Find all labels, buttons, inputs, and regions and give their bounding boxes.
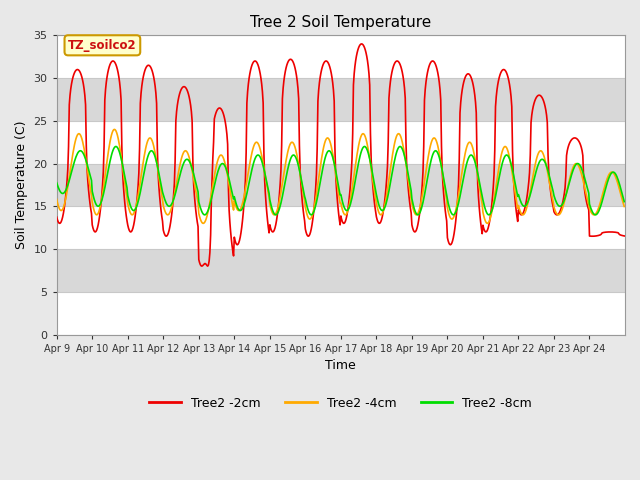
Tree2 -4cm [200, 220, 207, 226]
Tree2 -2cm [358, 41, 365, 47]
Line: Tree2 -4cm: Tree2 -4cm [57, 130, 624, 223]
Tree2 -4cm [253, 140, 261, 145]
Bar [57, 249, 625, 292]
Tree2 -2cm [274, 207, 282, 213]
Tree2 -4cm [275, 201, 282, 207]
Tree2 -8cm [433, 148, 440, 154]
Tree2 -2cm [120, 181, 127, 187]
Tree2 -4cm [120, 175, 128, 180]
Tree2 -2cm [253, 59, 260, 65]
Tree2 -2cm [433, 64, 440, 70]
Tree2 -8cm [275, 208, 282, 214]
Tree2 -4cm [225, 182, 233, 188]
Bar [57, 78, 625, 121]
Tree2 -2cm [225, 184, 232, 190]
Text: TZ_soilco2: TZ_soilco2 [68, 39, 137, 52]
Tree2 -4cm [401, 151, 408, 157]
Legend: Tree2 -2cm, Tree2 -4cm, Tree2 -8cm: Tree2 -2cm, Tree2 -4cm, Tree2 -8cm [145, 392, 537, 415]
Tree2 -8cm [253, 152, 261, 158]
Tree2 -8cm [401, 153, 408, 159]
Tree2 -4cm [53, 196, 61, 202]
X-axis label: Time: Time [326, 359, 356, 372]
Tree2 -4cm [433, 138, 440, 144]
Tree2 -2cm [620, 233, 628, 239]
Tree2 -8cm [120, 169, 128, 175]
Tree2 -2cm [198, 263, 205, 269]
Tree2 -2cm [53, 214, 61, 220]
Tree2 -8cm [112, 144, 120, 149]
Bar [57, 164, 625, 206]
Tree2 -2cm [401, 85, 408, 91]
Y-axis label: Soil Temperature (C): Soil Temperature (C) [15, 120, 28, 249]
Tree2 -8cm [620, 199, 628, 204]
Title: Tree 2 Soil Temperature: Tree 2 Soil Temperature [250, 15, 431, 30]
Tree2 -4cm [111, 127, 118, 132]
Tree2 -8cm [225, 177, 233, 182]
Line: Tree2 -8cm: Tree2 -8cm [57, 146, 624, 215]
Tree2 -8cm [201, 212, 209, 218]
Line: Tree2 -2cm: Tree2 -2cm [57, 44, 624, 266]
Tree2 -4cm [620, 204, 628, 209]
Tree2 -8cm [53, 180, 61, 186]
